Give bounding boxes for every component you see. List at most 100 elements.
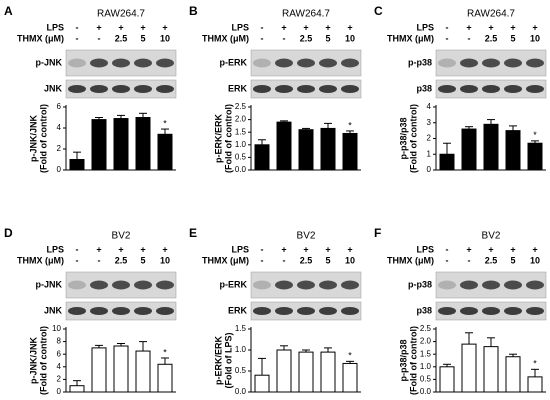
- blot-band: [319, 280, 337, 290]
- blot-label: p-p38: [408, 57, 432, 67]
- panel-title: BV2: [482, 231, 501, 242]
- y-tick-label: 0: [57, 165, 62, 174]
- blot-label: p-JNK: [36, 57, 63, 67]
- treatment-value: +: [118, 22, 123, 32]
- blot-band: [253, 85, 271, 93]
- blot-band: [275, 85, 293, 93]
- bar: [439, 366, 455, 393]
- treatment-value: 10: [530, 33, 540, 43]
- blot-band: [460, 58, 478, 68]
- blot-band: [460, 85, 478, 93]
- y-axis-label: p-p38/p38: [398, 339, 408, 381]
- y-tick-label: 8: [57, 337, 62, 346]
- significance-mark: *: [533, 130, 537, 140]
- panel-title: BV2: [112, 231, 131, 242]
- blot-band: [90, 280, 108, 290]
- treatment-value: -: [76, 255, 79, 265]
- treatment-name: THMX (μM): [387, 33, 434, 43]
- treatment-value: 2.5: [485, 255, 498, 265]
- panel-letter: F: [374, 226, 381, 240]
- blot-band: [482, 307, 500, 315]
- y-tick-label: 0.5: [420, 375, 432, 384]
- y-tick-label: 0.0: [420, 387, 432, 396]
- y-tick-label: 0.5: [235, 366, 247, 375]
- blot-label: p-JNK: [36, 279, 63, 289]
- treatment-value: +: [488, 22, 493, 32]
- panel-letter: A: [4, 4, 13, 18]
- y-axis-label: p-ERK/ERK: [213, 114, 223, 163]
- blot-band: [504, 58, 522, 68]
- blot-band: [526, 58, 544, 68]
- treatment-value: +: [532, 22, 537, 32]
- treatment-value: +: [96, 22, 101, 32]
- y-axis-label: (Fold of LPS): [223, 333, 233, 389]
- y-tick-label: 1.0: [420, 362, 432, 371]
- significance-mark: *: [163, 118, 167, 128]
- treatment-value: 2.5: [115, 255, 128, 265]
- bar: [483, 123, 499, 171]
- bar: [439, 153, 455, 171]
- treatment-name: LPS: [46, 22, 64, 32]
- blot-band: [438, 280, 456, 290]
- blot-band: [275, 280, 293, 290]
- blot-band: [482, 58, 500, 68]
- significance-mark: *: [348, 120, 352, 130]
- treatment-name: THMX (μM): [202, 33, 249, 43]
- treatment-value: 5: [325, 33, 330, 43]
- y-tick-label: 1.0: [235, 140, 247, 149]
- blot-band: [438, 307, 456, 315]
- blot-band: [341, 58, 359, 68]
- y-tick-label: 2.5: [420, 324, 432, 333]
- treatment-value: 5: [510, 255, 515, 265]
- blot-band: [156, 58, 174, 68]
- bar: [483, 346, 499, 393]
- y-axis-label: p-JNK/JNK: [28, 337, 38, 385]
- blot-band: [482, 280, 500, 290]
- bar: [461, 128, 477, 171]
- blot-band: [134, 280, 152, 290]
- treatment-value: +: [140, 22, 145, 32]
- treatment-value: +: [347, 244, 352, 254]
- blot-band: [297, 85, 315, 93]
- bar: [505, 130, 521, 171]
- bar: [135, 117, 151, 171]
- blot-band: [134, 58, 152, 68]
- y-tick-label: 2: [57, 375, 62, 384]
- treatment-value: -: [261, 33, 264, 43]
- treatment-value: -: [283, 255, 286, 265]
- y-tick-label: 1.5: [235, 127, 247, 136]
- treatment-value: -: [98, 255, 101, 265]
- treatment-value: -: [446, 33, 449, 43]
- blot-band: [68, 85, 86, 93]
- treatment-value: +: [162, 22, 167, 32]
- blot-band: [438, 85, 456, 93]
- bar: [298, 351, 314, 393]
- y-tick-label: 6: [57, 349, 62, 358]
- panel-letter: D: [4, 226, 13, 240]
- blot-band: [90, 58, 108, 68]
- blot-label: p38: [416, 83, 432, 93]
- bar: [113, 345, 129, 393]
- y-tick-label: 2: [57, 144, 62, 153]
- treatment-value: +: [118, 244, 123, 254]
- y-tick-label: 4: [57, 362, 62, 371]
- significance-mark: *: [533, 359, 537, 369]
- blot-band: [275, 307, 293, 315]
- bar: [276, 121, 292, 171]
- bar: [342, 132, 358, 171]
- y-tick-label: 2.0: [420, 337, 432, 346]
- treatment-value: -: [261, 244, 264, 254]
- treatment-value: 2.5: [115, 33, 128, 43]
- blot-band: [438, 58, 456, 68]
- treatment-name: LPS: [416, 244, 434, 254]
- treatment-value: 2.5: [300, 33, 313, 43]
- blot-band: [504, 85, 522, 93]
- bar: [113, 118, 129, 171]
- y-tick-label: 0.0: [235, 165, 247, 174]
- bar: [342, 362, 358, 393]
- blot-label: p-ERK: [220, 279, 248, 289]
- treatment-name: THMX (μM): [17, 255, 64, 265]
- blot-band: [68, 58, 86, 68]
